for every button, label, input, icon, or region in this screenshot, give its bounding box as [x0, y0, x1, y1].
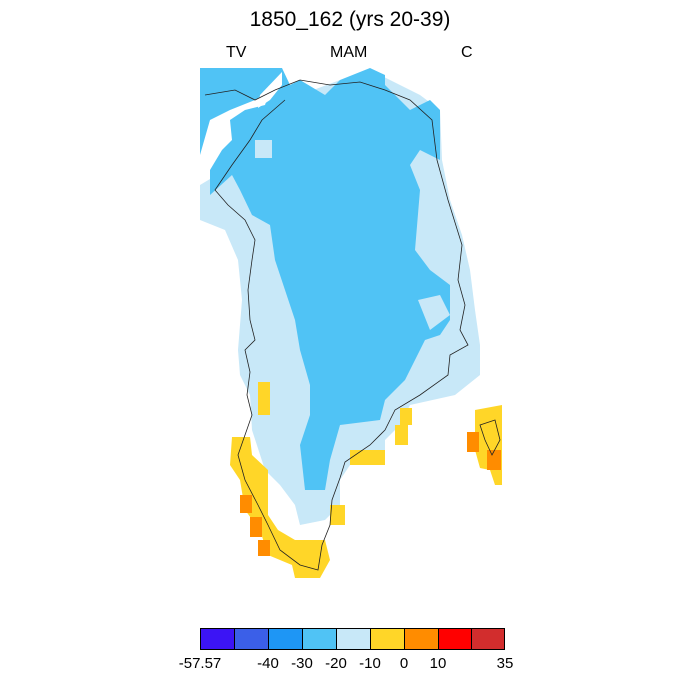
- coastline: [204, 79, 469, 571]
- region-warm-5: [400, 408, 412, 425]
- region-warm-6: [330, 505, 345, 525]
- region-warmer-3: [258, 540, 270, 556]
- region-warm-4: [395, 425, 408, 445]
- right-subtitle: C: [461, 44, 473, 61]
- colorbar-label: -40: [257, 655, 279, 672]
- region-warm-island: [475, 405, 502, 485]
- region-cold-inset2: [255, 140, 272, 158]
- colorbar-swatch: [234, 628, 269, 650]
- colorbar-swatch: [438, 628, 472, 650]
- region-warmer-1: [240, 495, 252, 513]
- colorbar-label: 0: [399, 655, 409, 672]
- region-cold-inset: [418, 295, 450, 330]
- colorbar-swatch: [200, 628, 235, 650]
- colorbar-label: 35: [496, 655, 514, 672]
- colorbar-label: 10: [429, 655, 447, 672]
- region-warmer-2: [250, 517, 262, 537]
- colorbar-swatch: [268, 628, 303, 650]
- region-warm: [230, 437, 330, 578]
- left-subtitle: TV: [226, 44, 247, 61]
- colorbar-swatch: [370, 628, 405, 650]
- colorbar-label: -57.57: [178, 655, 222, 672]
- colorbar-swatch: [404, 628, 439, 650]
- plot-title: 1850_162 (yrs 20-39): [249, 8, 451, 31]
- colorbar: [200, 628, 505, 650]
- center-subtitle: MAM: [330, 44, 368, 61]
- colorbar-swatch: [471, 628, 505, 650]
- colorbar-swatch: [336, 628, 371, 650]
- colorbar-label: -30: [291, 655, 313, 672]
- region-warmer-4: [467, 432, 479, 452]
- region-very-cold: [200, 68, 450, 490]
- colorbar-swatch: [302, 628, 337, 650]
- region-warmer-5: [487, 450, 501, 470]
- coastline-island: [479, 419, 501, 456]
- region-nodata: [258, 72, 282, 108]
- colorbar-label: -20: [325, 655, 347, 672]
- region-warm-2: [258, 382, 270, 415]
- region-warm-3: [350, 450, 385, 465]
- colorbar-label: -10: [359, 655, 381, 672]
